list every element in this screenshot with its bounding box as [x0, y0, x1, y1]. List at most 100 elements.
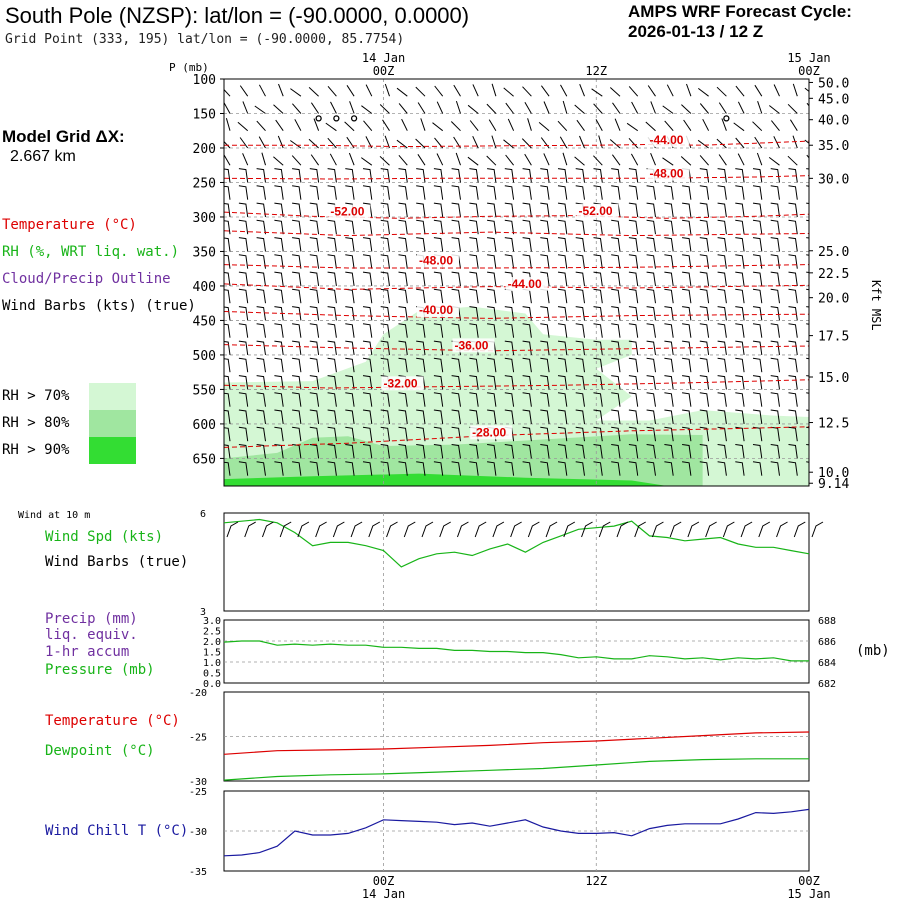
- wind-barb: [557, 409, 568, 424]
- wind-barb: [702, 118, 710, 131]
- wind-barb: [725, 79, 727, 80]
- wind-barb: [628, 168, 639, 183]
- temperature-contour-7: [224, 311, 809, 319]
- wind-barb: [595, 119, 603, 131]
- wind-barb: [362, 323, 373, 338]
- wind-barb: [273, 104, 284, 114]
- wind-barb: [503, 139, 514, 149]
- wind-barb: [593, 155, 603, 166]
- temperature-contour-4: [224, 230, 809, 237]
- wind-barb: [242, 101, 249, 114]
- wind-barb: [770, 375, 780, 390]
- bottom-time-label: 00Z: [798, 874, 820, 888]
- wind-barb: [256, 237, 266, 252]
- wind-barb: [274, 409, 284, 424]
- wind-barb: [540, 254, 550, 269]
- wind-barb: [504, 409, 515, 424]
- wind-barb: [346, 136, 355, 149]
- wind-barb: [398, 444, 408, 459]
- wind-barb: [256, 254, 266, 269]
- wind-barb: [238, 254, 249, 269]
- wind-barb: [345, 288, 355, 304]
- surface-wind-barb: [261, 521, 274, 538]
- legend-rh70-swatch: [89, 383, 136, 410]
- wind-barb: [557, 237, 568, 252]
- wind-barb: [380, 288, 390, 304]
- surface-wind-barb-group: [226, 521, 824, 538]
- wind-barb: [575, 306, 585, 321]
- wind-barb: [806, 102, 809, 107]
- wind-barb: [274, 237, 284, 252]
- wind-barb: [417, 154, 426, 166]
- wind-barb: [770, 323, 780, 338]
- wind-barb: [292, 185, 302, 200]
- wind-barb: [274, 271, 284, 286]
- wind-barb: [699, 340, 710, 355]
- wind-barb: [384, 83, 390, 97]
- wind-barb: [664, 185, 674, 200]
- surface-wind-barb: [439, 521, 451, 538]
- wind-barb: [504, 254, 515, 269]
- wind-barb: [398, 306, 408, 321]
- wind-barb: [292, 340, 302, 355]
- wind-barb: [344, 121, 355, 132]
- pressure-tick-label: 600: [193, 418, 216, 433]
- wind-chill-tick-label: -35: [189, 867, 207, 878]
- wind-chill-panel-frame: [223, 790, 810, 872]
- wind-barb: [416, 340, 426, 355]
- wind-barb: [292, 426, 302, 442]
- wind-barb: [559, 136, 568, 149]
- wind-barb: [557, 219, 568, 235]
- wind-barb: [224, 340, 231, 355]
- wind-barb: [274, 288, 284, 304]
- wind-barb: [699, 155, 709, 166]
- wind-barb: [380, 444, 390, 459]
- wind-barb: [788, 237, 798, 252]
- surface-wind-barb: [510, 521, 522, 538]
- wind-barb: [752, 409, 763, 424]
- wind-barb: [433, 271, 444, 286]
- wind-barb: [453, 84, 461, 97]
- wind-barb: [224, 101, 231, 114]
- wind-barb: [788, 306, 798, 321]
- wind-barb: [310, 154, 320, 166]
- wind-barb: [788, 254, 798, 269]
- wind-barb: [680, 156, 692, 166]
- wind-barb: [292, 444, 302, 459]
- wind-barb: [737, 101, 745, 114]
- wind-barb: [735, 288, 745, 304]
- wind-barb: [229, 79, 230, 80]
- wind-barb: [224, 409, 231, 424]
- wind-barb: [274, 340, 284, 355]
- wind-barb: [699, 357, 710, 373]
- legend-rh80-swatch: [89, 410, 136, 437]
- wind-barb: [752, 323, 763, 338]
- wind-barb: [593, 461, 603, 476]
- wind-barb: [380, 323, 390, 338]
- wind-barb: [538, 122, 550, 132]
- wind-barb: [593, 392, 603, 407]
- wind-barb: [540, 444, 550, 459]
- wind-barb: [309, 254, 320, 269]
- wind-barb: [345, 219, 355, 235]
- pressure-tick-label: 450: [193, 314, 216, 329]
- wind-barb: [646, 340, 656, 355]
- wind-barb: [433, 375, 444, 390]
- wind-barb: [628, 461, 639, 476]
- wind-barb: [557, 444, 568, 459]
- wind-barb: [754, 136, 763, 149]
- wind-barb: [576, 119, 585, 131]
- wind-barb: [436, 101, 444, 114]
- surface-wind-barb: [740, 521, 753, 538]
- wind-barb: [611, 237, 621, 252]
- wind-barb: [593, 375, 603, 390]
- wind-barb: [717, 168, 727, 183]
- wind-barb: [575, 461, 585, 476]
- wind-barb: [522, 323, 532, 338]
- wind-barb: [773, 84, 780, 97]
- wind-barb: [224, 88, 231, 97]
- wind-barb: [469, 271, 479, 286]
- wind-barb: [770, 271, 780, 286]
- wind-barb: [487, 288, 497, 304]
- wind-barb: [522, 426, 532, 442]
